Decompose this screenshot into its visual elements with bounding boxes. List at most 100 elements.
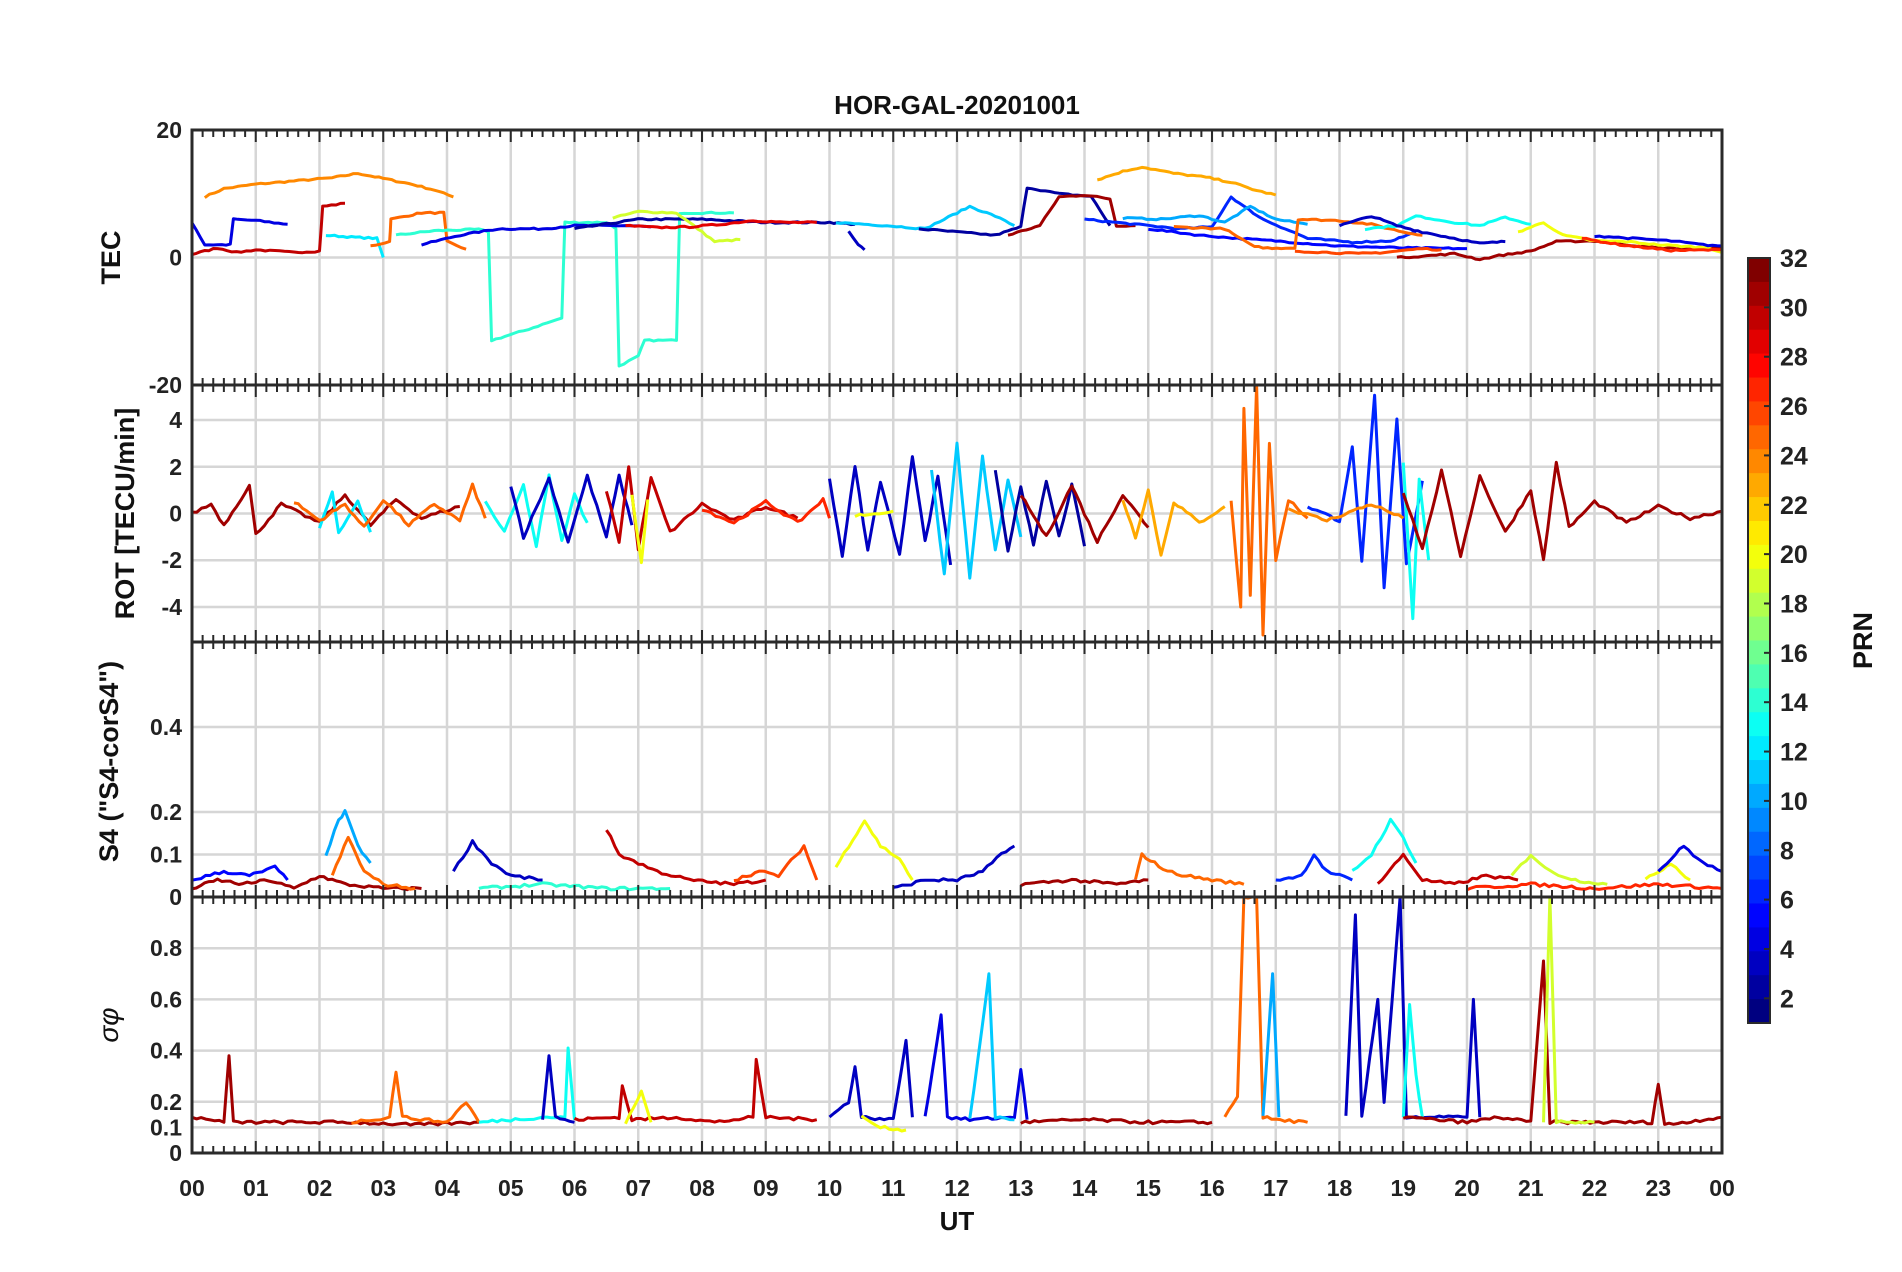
series-prn-13	[478, 1046, 576, 1124]
series-prn-31	[1019, 484, 1150, 544]
x-tick-labels: 00 01 02 03 04 05 06 07 08 09 10 11 12 13 14 15 16 17 18 19…	[179, 1175, 1735, 1201]
x-tick-label: 19	[1390, 1175, 1416, 1201]
series-prn-13	[1364, 214, 1532, 232]
series-prn-12	[325, 233, 385, 258]
series-prn-10	[1261, 972, 1281, 1118]
colorbar-tick-label: 30	[1780, 294, 1808, 322]
series-prn-31	[1396, 239, 1722, 262]
series-prn-5	[192, 864, 289, 882]
colorbar-swatch	[1748, 760, 1770, 785]
colorbar-tick-label: 2	[1780, 985, 1794, 1013]
colorbar-swatch	[1748, 951, 1770, 976]
colorbar-tick-label: 12	[1780, 739, 1808, 767]
series-prn-6	[1275, 853, 1353, 882]
series-prn-11	[835, 204, 1016, 231]
series-prn-3	[828, 1038, 914, 1122]
colorbar-tick-label: 16	[1780, 640, 1808, 668]
colorbar-swatch	[1748, 425, 1770, 450]
series-prn-3	[893, 844, 1016, 889]
colorbar-swatch	[1748, 807, 1770, 833]
y-axis-label-sigma: σφ	[93, 1007, 124, 1042]
series-prn-25	[1229, 385, 1309, 637]
y-tick-label-tec: 20	[156, 117, 182, 143]
series-prn-20	[834, 819, 914, 881]
x-tick-label: 03	[370, 1175, 396, 1201]
series-prn-6	[1084, 195, 1417, 245]
series-prn-20	[1517, 221, 1722, 254]
colorbar-label: PRN	[1848, 612, 1878, 669]
y-tick-label-s4: 0.1	[150, 842, 182, 868]
series-prn-20	[1644, 862, 1691, 882]
series-prn-31	[1020, 1117, 1213, 1126]
x-tick-label: 00	[1709, 1175, 1735, 1201]
series-prn-25	[293, 482, 487, 528]
colorbar-swatch	[1748, 258, 1770, 283]
x-tick-label: 12	[944, 1175, 970, 1201]
x-tick-label: 08	[689, 1175, 715, 1201]
series-prn-30	[605, 829, 767, 887]
colorbar-tick-label: 28	[1780, 344, 1808, 372]
y-tick-label-sigma: 0.8	[150, 935, 182, 961]
colorbar-swatch	[1748, 544, 1770, 570]
series-prn-3	[541, 1054, 575, 1124]
x-axis-label: UT	[940, 1206, 975, 1236]
series-prn-13	[484, 473, 589, 549]
colorbar-swatch	[1748, 736, 1770, 761]
colorbar-swatch	[1748, 640, 1770, 666]
x-tick-label: 21	[1518, 1175, 1544, 1201]
colorbar-swatch	[1748, 497, 1770, 522]
series-prn-13	[1351, 817, 1418, 872]
colorbar-swatch	[1748, 568, 1770, 594]
x-tick-label: 01	[243, 1175, 269, 1201]
colorbar-swatch	[1748, 712, 1770, 737]
colorbar-tick-label: 26	[1780, 393, 1808, 421]
colorbar-tick-label: 8	[1780, 837, 1794, 865]
x-tick-label: 14	[1072, 1175, 1098, 1201]
x-tick-label: 13	[1008, 1175, 1034, 1201]
series-prn-25	[351, 1070, 481, 1125]
series-prn-11	[968, 972, 1015, 1122]
colorbar-swatch	[1748, 377, 1770, 403]
x-tick-label: 17	[1263, 1175, 1289, 1201]
series-prn-3	[847, 230, 866, 251]
series-prn-19	[1510, 853, 1608, 886]
y-tick-label-rot: -4	[162, 594, 183, 620]
colorbar-swatch	[1748, 592, 1770, 618]
x-tick-label: 09	[753, 1175, 779, 1201]
x-tick-label: 10	[817, 1175, 843, 1201]
y-tick-label-tec: 0	[169, 245, 182, 271]
colorbar-swatch	[1748, 329, 1770, 355]
series-prn-31	[192, 1054, 479, 1127]
colorbar-tick-label: 20	[1780, 541, 1808, 569]
series-prn-4	[421, 223, 652, 247]
colorbar-tick-label: 4	[1780, 936, 1794, 964]
y-tick-label-rot: 4	[169, 407, 182, 433]
chart-title: HOR-GAL-20201001	[834, 90, 1080, 120]
series-prn-12	[318, 490, 372, 535]
series-prn-4	[192, 217, 288, 247]
series-prn-31	[1401, 460, 1722, 562]
colorbar-swatch	[1748, 664, 1770, 689]
y-tick-label-tec: -20	[149, 372, 182, 398]
y-tick-label-sigma: 0.2	[150, 1089, 182, 1115]
x-tick-label: 05	[498, 1175, 524, 1201]
colorbar-swatch	[1748, 520, 1770, 546]
colorbar-swatch	[1748, 903, 1770, 928]
series-prn-20	[860, 1114, 907, 1133]
panel-s4: 0.4 0.2 0.1 0 S4 ("S4-corS4")	[94, 640, 1724, 910]
y-tick-label-rot: 2	[169, 454, 182, 480]
series-prn-20	[624, 1089, 653, 1125]
series-prn-13	[1401, 1003, 1424, 1118]
series-prn-20	[854, 509, 894, 518]
colorbar-swatch	[1748, 975, 1770, 1000]
series-prn-19	[1542, 897, 1595, 1125]
y-tick-label-rot: -2	[162, 547, 182, 573]
x-tick-label: 22	[1582, 1175, 1608, 1201]
panel-rot: 4 2 0 -2 -4 ROT [TECU/min]	[110, 383, 1724, 644]
series-prn-30	[1376, 852, 1519, 886]
series-prn-14	[395, 210, 734, 368]
series-prn-4	[923, 1013, 1029, 1123]
colorbar-swatch	[1748, 401, 1770, 426]
